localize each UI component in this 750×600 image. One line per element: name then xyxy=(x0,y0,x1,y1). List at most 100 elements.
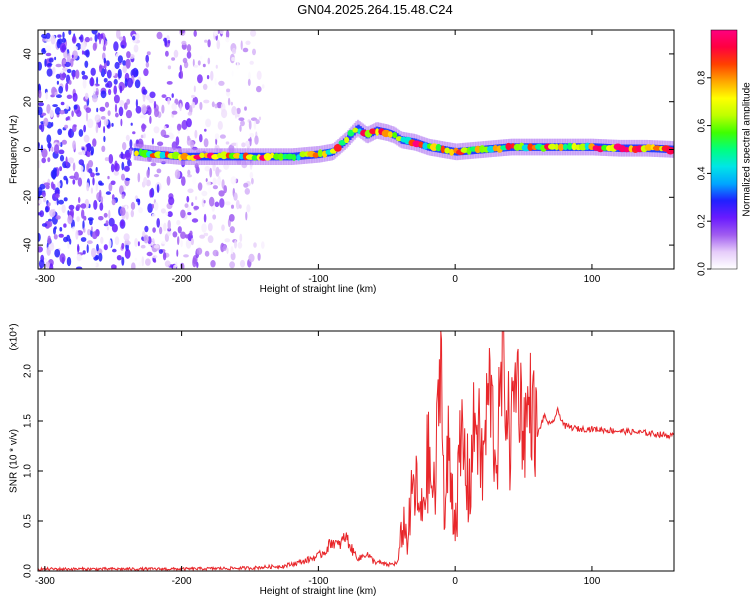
x-tick-label-top: 0 xyxy=(452,274,458,285)
noise-speckle xyxy=(231,204,234,209)
noise-speckle xyxy=(103,57,107,64)
x-tick-label-top: -200 xyxy=(172,274,192,285)
noise-speckle xyxy=(106,69,112,79)
noise-speckle xyxy=(103,212,108,218)
noise-speckle xyxy=(86,182,90,192)
noise-speckle xyxy=(130,209,134,218)
noise-speckle xyxy=(93,199,98,210)
noise-speckle xyxy=(65,82,69,92)
noise-speckle xyxy=(144,225,149,233)
noise-speckle xyxy=(254,135,259,145)
noise-speckle xyxy=(108,209,111,219)
noise-speckle xyxy=(76,216,80,222)
noise-speckle xyxy=(192,176,197,185)
noise-speckle xyxy=(203,200,206,204)
noise-speckle xyxy=(252,48,256,56)
noise-speckle xyxy=(190,141,195,149)
ridge-peak xyxy=(239,153,244,160)
noise-speckle xyxy=(113,94,120,104)
colorbar-tick-label: 0.2 xyxy=(697,214,708,228)
noise-speckle xyxy=(38,124,43,130)
noise-speckle xyxy=(201,223,207,233)
noise-speckle xyxy=(249,60,254,65)
noise-speckle xyxy=(261,84,265,89)
noise-speckle xyxy=(137,241,140,247)
noise-speckle xyxy=(103,135,106,143)
noise-speckle xyxy=(177,226,182,234)
noise-speckle xyxy=(229,261,236,269)
noise-speckle xyxy=(210,260,216,268)
noise-speckle xyxy=(195,104,199,109)
noise-speckle xyxy=(238,204,242,209)
noise-speckle xyxy=(154,108,159,118)
noise-speckle xyxy=(59,110,65,115)
colorbar-label: Normalized spectral amplitude xyxy=(742,82,750,217)
noise-speckle xyxy=(73,46,78,51)
noise-speckle xyxy=(57,128,63,135)
noise-speckle xyxy=(129,139,133,149)
noise-speckle xyxy=(89,218,93,226)
noise-speckle xyxy=(167,219,171,230)
noise-speckle xyxy=(49,209,56,218)
noise-speckle xyxy=(214,133,220,140)
noise-speckle xyxy=(113,78,118,85)
noise-speckle xyxy=(42,38,46,42)
noise-speckle xyxy=(55,63,62,68)
noise-speckle xyxy=(164,37,168,47)
noise-speckle xyxy=(129,161,132,166)
noise-speckle xyxy=(121,44,125,48)
noise-speckle xyxy=(181,176,186,187)
noise-speckle xyxy=(195,196,198,201)
ridge-peak xyxy=(440,145,446,154)
noise-speckle xyxy=(203,138,209,148)
y-tick-label-top: 40 xyxy=(23,48,34,60)
noise-speckle xyxy=(86,149,90,157)
x-tick-label-bottom: -300 xyxy=(35,576,55,587)
noise-speckle xyxy=(151,213,156,217)
noise-speckle xyxy=(78,196,81,204)
noise-speckle xyxy=(117,68,122,79)
noise-speckle xyxy=(69,209,74,218)
noise-speckle xyxy=(77,243,80,254)
noise-speckle xyxy=(47,235,51,245)
noise-speckle xyxy=(236,107,241,115)
noise-speckle xyxy=(94,33,98,43)
noise-speckle xyxy=(55,215,61,220)
noise-speckle xyxy=(59,154,65,162)
noise-speckle xyxy=(121,256,125,266)
noise-speckle xyxy=(52,104,58,108)
noise-speckle xyxy=(199,101,203,111)
noise-speckle xyxy=(92,138,97,147)
noise-speckle xyxy=(186,44,192,53)
noise-speckle xyxy=(167,40,171,44)
ridge-peak xyxy=(285,153,295,160)
noise-speckle xyxy=(72,50,78,60)
noise-speckle xyxy=(139,115,146,119)
noise-speckle xyxy=(95,167,98,173)
noise-speckle xyxy=(108,154,114,164)
noise-speckle xyxy=(174,169,181,180)
noise-speckle xyxy=(214,103,218,109)
noise-speckle xyxy=(140,244,146,249)
noise-speckle xyxy=(256,70,262,81)
noise-speckle xyxy=(55,193,60,198)
ridge-peak xyxy=(584,142,590,150)
noise-speckle xyxy=(212,177,217,186)
noise-speckle xyxy=(75,229,79,240)
noise-speckle xyxy=(66,68,72,74)
noise-speckle xyxy=(85,107,92,113)
noise-speckle xyxy=(165,211,169,216)
noise-speckle xyxy=(180,231,186,239)
noise-speckle xyxy=(54,200,58,205)
noise-speckle xyxy=(141,104,147,114)
noise-speckle xyxy=(38,83,41,91)
noise-speckle xyxy=(199,134,203,143)
x-tick-label-bottom: 0 xyxy=(452,576,458,587)
noise-speckle xyxy=(110,66,116,77)
noise-speckle xyxy=(66,53,71,63)
noise-speckle xyxy=(153,100,157,109)
noise-speckle xyxy=(43,117,49,127)
noise-speckle xyxy=(58,233,64,238)
noise-speckle xyxy=(215,166,220,177)
noise-speckle xyxy=(124,248,131,259)
